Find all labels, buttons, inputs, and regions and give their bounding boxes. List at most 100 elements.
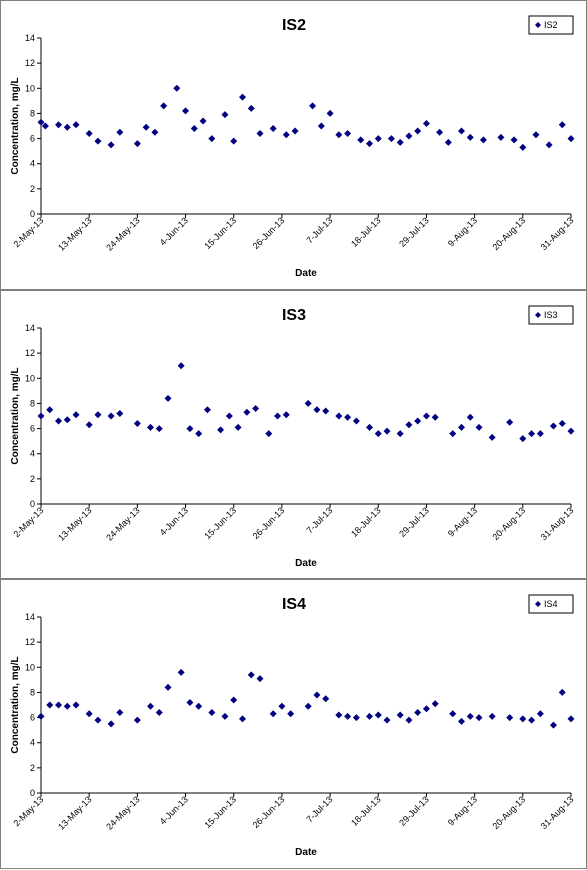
data-point [457, 127, 465, 135]
data-point [405, 421, 413, 429]
data-point [151, 128, 159, 136]
chart-svg: IS2 0 2 4 6 8 10 12 14 2-May-13 13-May-13 24-May-13… [10, 15, 575, 279]
x-tick-label: 2-May-13 [11, 215, 45, 249]
data-point [414, 417, 422, 425]
data-point [344, 413, 352, 421]
data-point [519, 143, 527, 151]
data-point [63, 702, 71, 710]
legend: IS4 [528, 594, 574, 614]
y-tick-label: 6 [30, 713, 35, 723]
y-tick-label: 2 [30, 474, 35, 484]
data-point [536, 430, 544, 438]
legend-label: IS2 [544, 20, 558, 30]
data-point [107, 412, 115, 420]
data-point [133, 420, 141, 428]
y-tick-label: 12 [25, 58, 35, 68]
legend-box [528, 594, 574, 614]
data-point [238, 715, 246, 723]
data-point [506, 418, 514, 426]
data-point [265, 430, 273, 438]
data-point [510, 136, 518, 144]
x-tick-label: 15-Jun-13 [202, 505, 238, 541]
data-point [234, 423, 242, 431]
data-point [488, 433, 496, 441]
data-point [195, 702, 203, 710]
data-point [488, 712, 496, 720]
y-tick-label: 6 [30, 134, 35, 144]
data-point [217, 426, 225, 434]
data-point [322, 695, 330, 703]
data-point [221, 111, 229, 119]
y-tick-label: 4 [30, 159, 35, 169]
data-point [155, 425, 163, 433]
x-tick-label: 13-May-13 [56, 505, 93, 542]
data-point [374, 135, 382, 143]
legend: IS3 [528, 305, 574, 325]
data-point [344, 130, 352, 138]
data-point [116, 128, 124, 136]
data-point [422, 119, 430, 127]
x-tick-label: 26-Jun-13 [251, 505, 287, 541]
data-point [116, 409, 124, 417]
data-point [431, 700, 439, 708]
data-point [282, 411, 290, 419]
y-tick-label: 10 [25, 373, 35, 383]
data-point [72, 121, 80, 129]
data-point [107, 141, 115, 149]
data-point [160, 102, 168, 110]
data-point [335, 131, 343, 139]
data-point [366, 423, 374, 431]
x-tick-label: 29-Jul-13 [397, 505, 431, 539]
data-point [221, 712, 229, 720]
data-point [475, 423, 483, 431]
data-point [532, 131, 540, 139]
x-tick-label: 4-Jun-13 [158, 505, 190, 537]
y-tick-label: 8 [30, 687, 35, 697]
legend-box [528, 15, 574, 35]
data-point [291, 127, 299, 135]
data-point [46, 701, 54, 709]
x-tick-label: 24-May-13 [104, 505, 141, 542]
data-point [186, 698, 194, 706]
data-point [549, 721, 557, 729]
data-point [63, 123, 71, 131]
data-point [449, 430, 457, 438]
data-point [357, 136, 365, 144]
data-point [466, 413, 474, 421]
data-point [405, 716, 413, 724]
data-point [85, 710, 93, 718]
x-tick-label: 20-Aug-13 [490, 505, 527, 542]
chart-panel-is2: IS2 0 2 4 6 8 10 12 14 2-May-13 13-May-13 24-May-13… [0, 0, 587, 290]
data-point [396, 430, 404, 438]
y-tick-label: 2 [30, 184, 35, 194]
data-point [567, 715, 575, 723]
data-point [396, 711, 404, 719]
data-point [374, 430, 382, 438]
data-point [256, 675, 264, 683]
x-tick-label: 13-May-13 [56, 215, 93, 252]
data-point [309, 102, 317, 110]
data-point [457, 717, 465, 725]
data-point [147, 423, 155, 431]
x-tick-label: 18-Jul-13 [349, 794, 383, 828]
data-point [269, 125, 277, 133]
y-tick-label: 14 [25, 323, 35, 333]
data-point [186, 425, 194, 433]
data-point [528, 716, 536, 724]
data-point [94, 411, 102, 419]
x-tick-label: 31-Aug-13 [539, 505, 576, 542]
data-point [55, 701, 63, 709]
data-point [549, 422, 557, 430]
data-point [256, 130, 264, 138]
x-tick-label: 9-Aug-13 [446, 794, 479, 827]
data-point [177, 362, 185, 370]
data-point [387, 135, 395, 143]
data-point [558, 420, 566, 428]
data-point [147, 702, 155, 710]
x-tick-label: 9-Aug-13 [446, 215, 479, 248]
data-point [173, 84, 181, 92]
data-point [230, 696, 238, 704]
data-point [247, 671, 255, 679]
data-point [177, 668, 185, 676]
data-point [164, 683, 172, 691]
